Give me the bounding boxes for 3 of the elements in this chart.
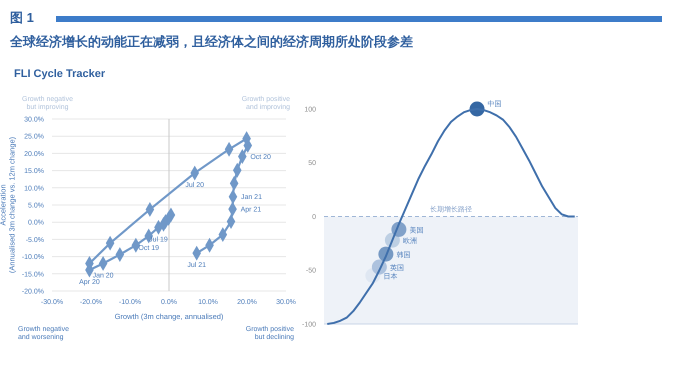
chart-title: 全球经济增长的动能正在减弱，且经济体之间的经济周期所处阶段参差 [10,33,413,51]
chart-subtitle: FLI Cycle Tracker [14,68,106,80]
caption: 图 1 [10,9,34,27]
